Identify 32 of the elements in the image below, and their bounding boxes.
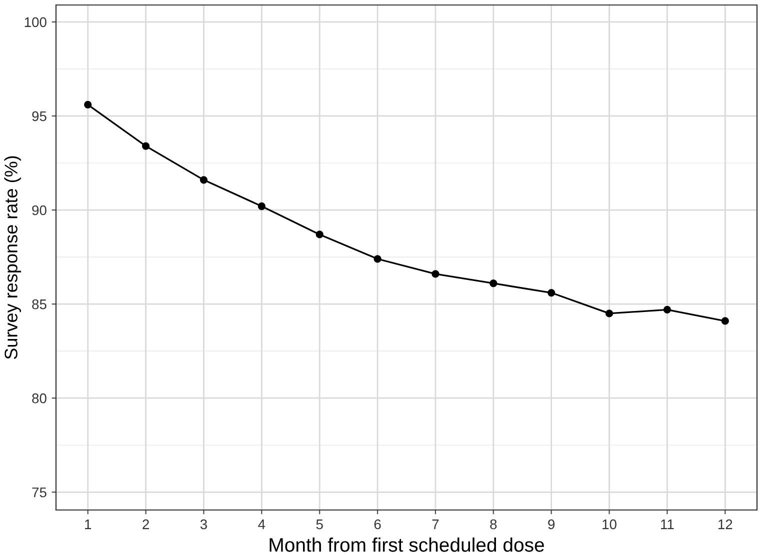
y-tick-label: 100: [24, 17, 46, 28]
x-axis-title: Month from first scheduled dose: [270, 538, 544, 552]
point: [548, 288, 556, 297]
y-tick-label: 90: [32, 205, 46, 216]
x-tick-label: 1: [85, 520, 92, 530]
x-tick-label: 12: [718, 519, 732, 530]
point: [84, 100, 92, 109]
y-tick-label: 80: [32, 393, 46, 404]
y-tick-label: 75: [32, 488, 46, 498]
y-tick-label: 95: [32, 111, 46, 122]
point: [721, 317, 729, 325]
x-tick-label: 4: [258, 520, 266, 530]
point: [432, 270, 440, 278]
point: [142, 142, 150, 150]
x-tick-label: 7: [432, 520, 439, 530]
y-axis-title: Survey response rate (%): [4, 156, 22, 360]
point: [490, 280, 498, 288]
point: [200, 176, 208, 184]
x-tick-label: 10: [602, 519, 616, 530]
point: [316, 230, 324, 238]
x-tick-label: 5: [316, 520, 323, 530]
y-tick-label: 85: [32, 299, 46, 310]
point: [605, 310, 614, 318]
x-tick-label: 6: [374, 519, 381, 530]
x-tick-label: 9: [548, 519, 555, 530]
point: [374, 255, 382, 263]
point: [663, 306, 672, 314]
x-tick-label: 2: [142, 519, 149, 530]
x-tick-label: 3: [200, 519, 207, 530]
x-tick-label: 11: [661, 520, 674, 530]
x-tick-label: 8: [490, 519, 497, 530]
point: [258, 202, 266, 210]
